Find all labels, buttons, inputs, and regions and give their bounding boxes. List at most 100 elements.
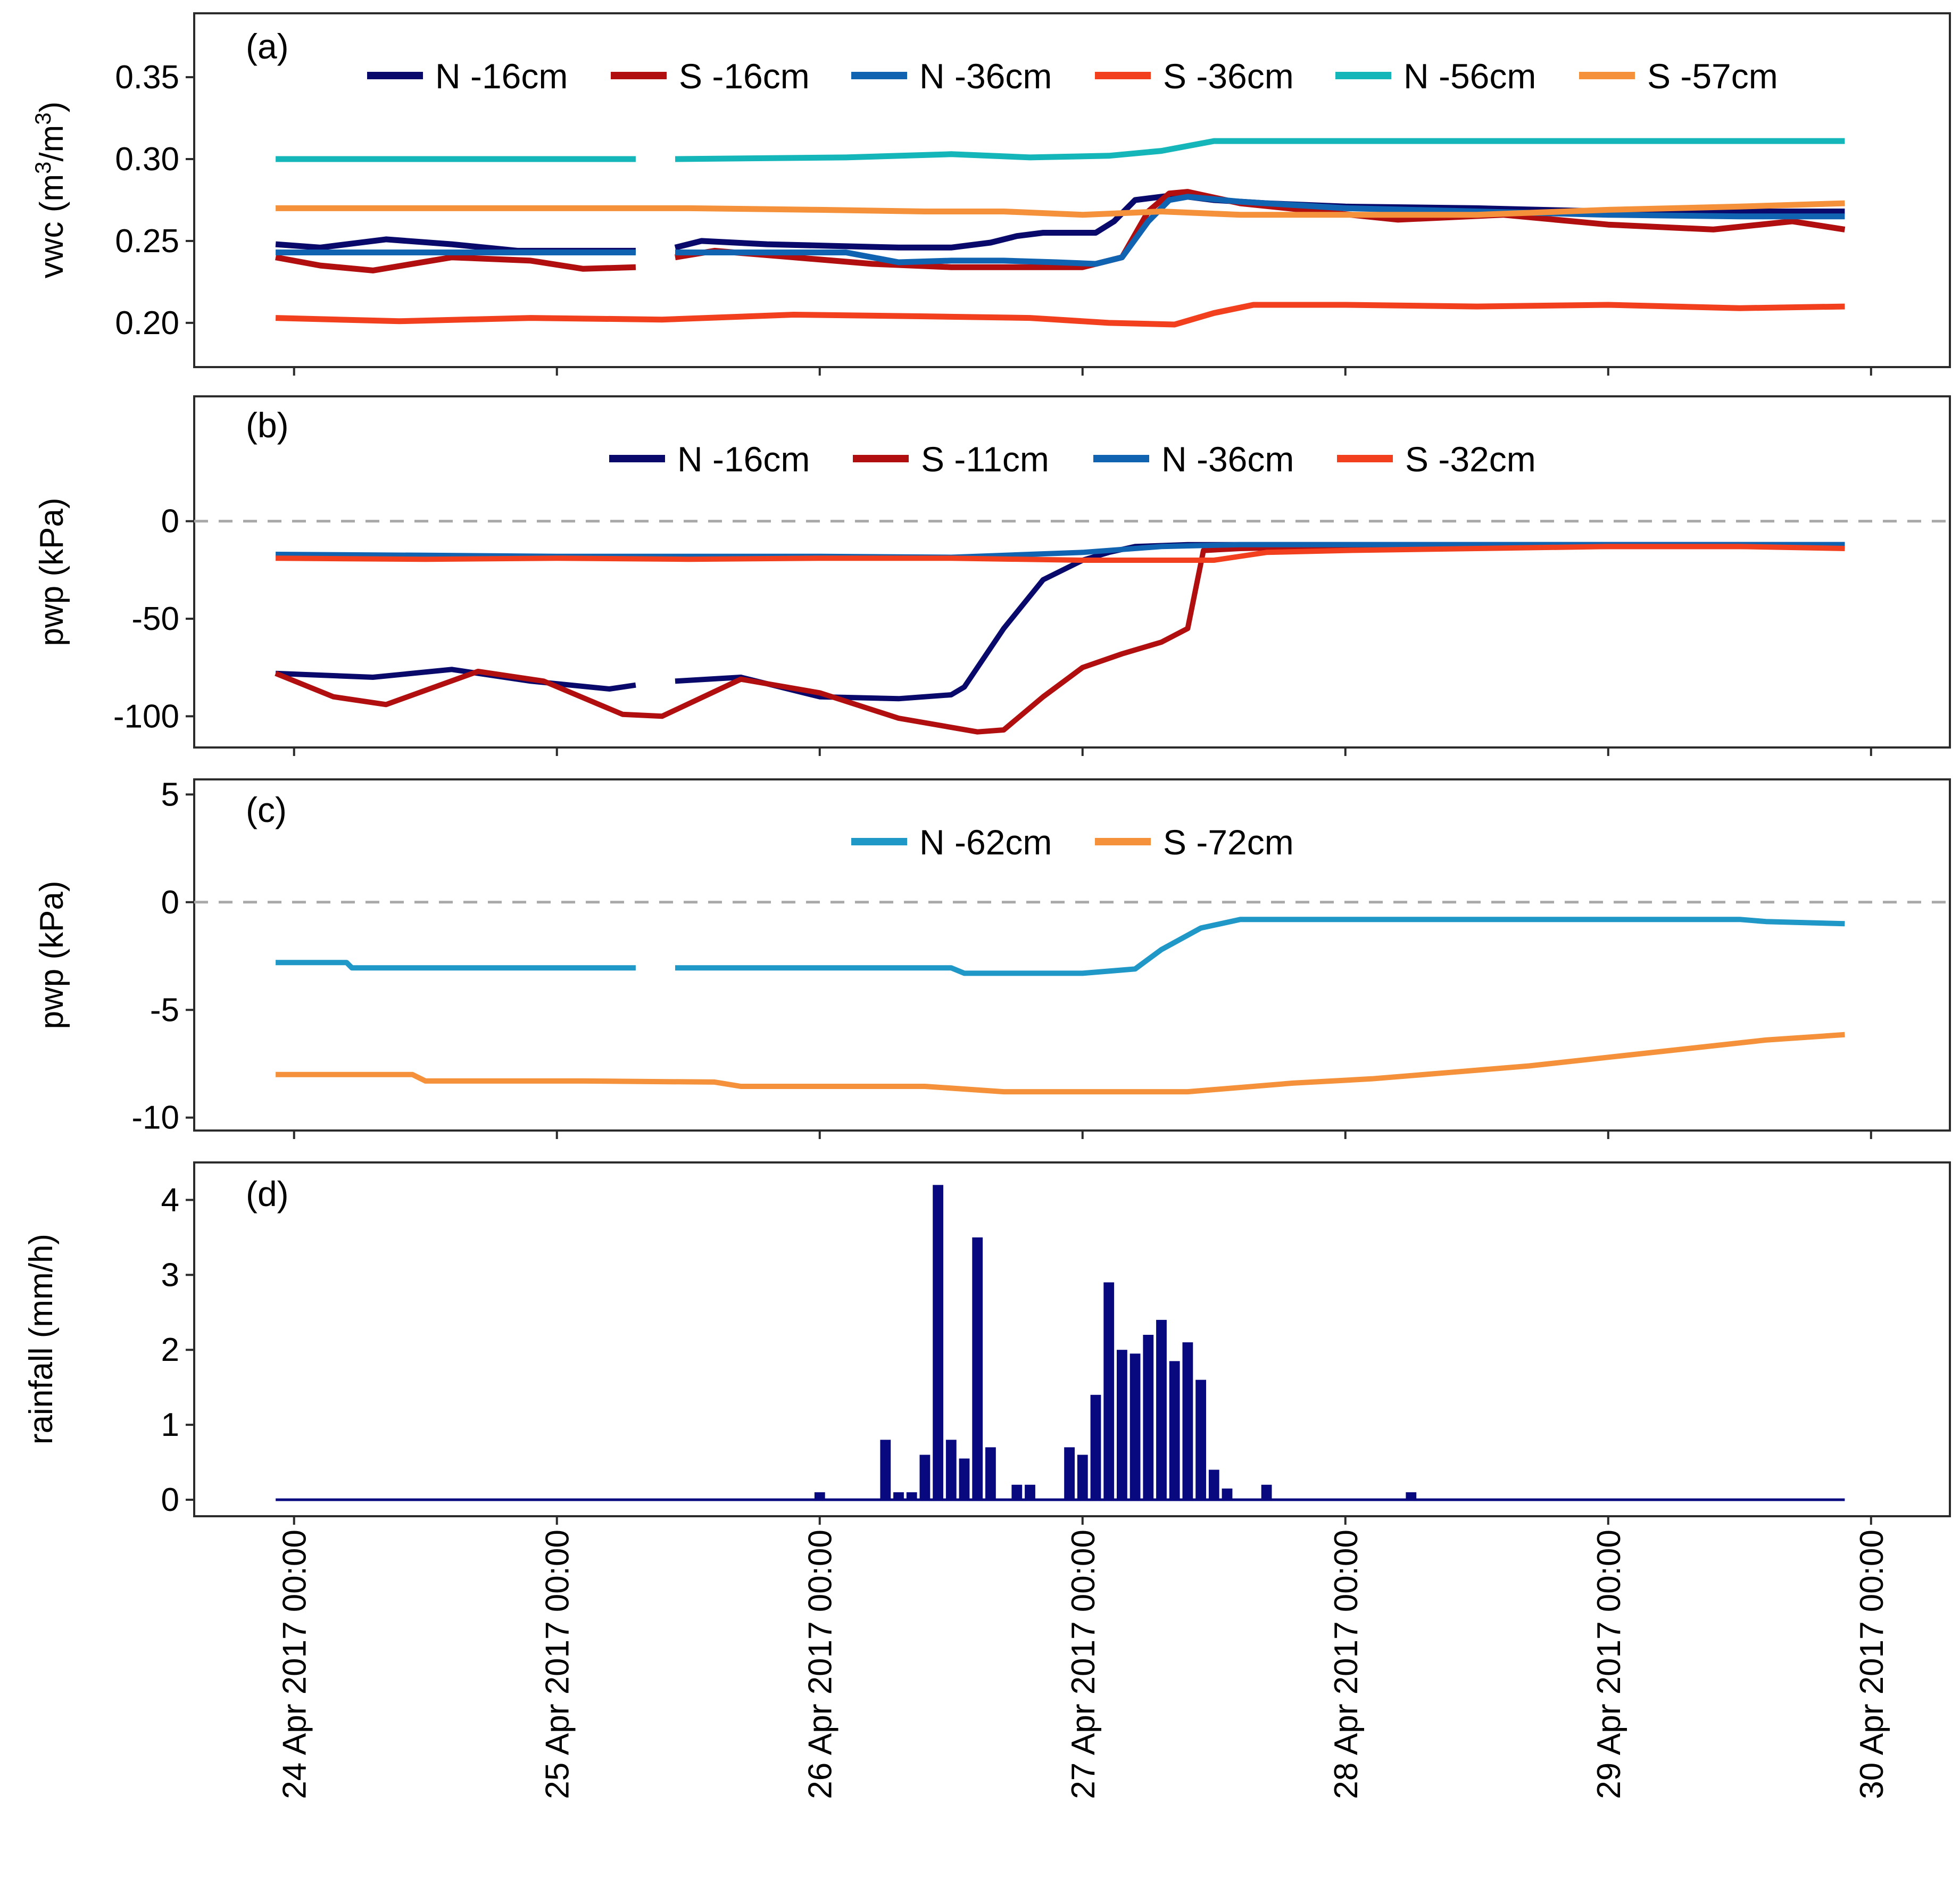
x-tick-label-2: 26 Apr 2017 00:00 — [802, 1530, 839, 1799]
panel-b: -100 -50 0 (b) pwp (kPa) N -16cm S -11cm N… — [34, 395, 1951, 756]
legend-b-label-2: N -36cm — [1161, 439, 1294, 479]
panel-a-y-ticks: 0.20 0.25 0.30 0.35 — [115, 59, 194, 342]
legend-a-label-1: S -16cm — [679, 56, 810, 96]
panel-c: -10 -5 0 5 (c) pwp (kPa) N -62cm S -72cm — [34, 776, 1951, 1139]
panel-b-y-ticks: -100 -50 0 — [113, 503, 194, 735]
legend-a-label-4: N -56cm — [1403, 56, 1536, 96]
panel-b-x-ticks — [293, 747, 1872, 756]
y-tick-label-a-0: 0.20 — [115, 305, 179, 342]
y-axis-title-c: pwp (kPa) — [34, 880, 70, 1029]
rainfall-bar-7 — [959, 1458, 970, 1500]
rainfall-bar-20 — [1143, 1335, 1154, 1500]
panel-a: 0.20 0.25 0.30 0.35 (a) vwc (m3/m3) N -16cm… — [30, 12, 1951, 376]
panel-d-x-ticks — [293, 1516, 1872, 1525]
y-axis-title-a-end: ) — [34, 102, 70, 113]
legend-c-label-1: S -72cm — [1163, 822, 1294, 862]
y-tick-label-a-1: 0.25 — [115, 223, 179, 260]
y-tick-label-d-3: 3 — [161, 1257, 179, 1293]
rainfall-bar-18 — [1117, 1350, 1127, 1500]
panel-tag-c: (c) — [246, 790, 287, 829]
panel-a-series — [275, 138, 1846, 328]
panel-d-bars — [276, 1185, 1845, 1501]
panel-b-series — [275, 542, 1845, 735]
y-tick-label-d-4: 4 — [161, 1182, 179, 1218]
legend-c: N -62cm S -72cm — [851, 822, 1294, 862]
y-tick-label-c-1: -5 — [150, 992, 179, 1028]
legend-a-label-3: S -36cm — [1163, 56, 1294, 96]
x-tick-label-4: 28 Apr 2017 00:00 — [1328, 1530, 1365, 1799]
rainfall-bar-5 — [933, 1185, 943, 1500]
panel-c-series — [276, 917, 1845, 1095]
y-tick-label-a-3: 0.35 — [115, 59, 179, 96]
legend-b: N -16cm S -11cm N -36cm S -32cm — [609, 439, 1536, 479]
x-tick-label-5: 29 Apr 2017 00:00 — [1591, 1530, 1627, 1799]
x-tick-label-1: 25 Apr 2017 00:00 — [539, 1530, 576, 1799]
series-line-a-1 — [275, 189, 1846, 273]
rainfall-bar-16 — [1090, 1394, 1101, 1500]
y-axis-title-b: pwp (kPa) — [34, 497, 70, 646]
series-line-c-0 — [276, 917, 1845, 976]
panel-d-frame — [193, 1161, 1951, 1517]
rainfall-bar-6 — [945, 1440, 957, 1500]
series-line-b-3 — [276, 544, 1845, 563]
rainfall-bar-12 — [1025, 1484, 1035, 1500]
rainfall-bar-28 — [1261, 1484, 1272, 1500]
legend-a: N -16cm S -16cm N -36cm S -36cm N -56cm … — [367, 56, 1778, 96]
y-axis-title-d: rainfall (mm/h) — [23, 1234, 60, 1444]
legend-a-label-5: S -57cm — [1647, 56, 1778, 96]
y-tick-label-b-2: 0 — [161, 503, 179, 540]
y-tick-label-d-0: 0 — [161, 1482, 179, 1518]
rainfall-bar-21 — [1156, 1319, 1167, 1500]
rainfall-bar-19 — [1130, 1353, 1141, 1500]
legend-a-label-2: N -36cm — [919, 56, 1052, 96]
rainfall-bar-0 — [814, 1492, 825, 1500]
legend-c-label-0: N -62cm — [919, 822, 1052, 862]
panel-tag-a: (a) — [246, 27, 289, 66]
rainfall-bar-24 — [1195, 1380, 1206, 1500]
y-axis-title-a: vwc (m3/m3) — [30, 102, 71, 279]
legend-b-label-3: S -32cm — [1405, 439, 1536, 479]
rainfall-bar-15 — [1077, 1455, 1088, 1500]
rainfall-bar-8 — [972, 1237, 983, 1500]
y-tick-label-c-0: -10 — [131, 1100, 179, 1136]
rainfall-bar-26 — [1222, 1488, 1233, 1500]
series-line-a-4 — [276, 138, 1845, 162]
legend-a-label-0: N -16cm — [435, 56, 568, 96]
rainfall-bar-29 — [1406, 1492, 1417, 1500]
rainfall-bar-17 — [1103, 1282, 1115, 1500]
y-tick-label-c-2: 0 — [161, 884, 179, 921]
rainfall-bar-3 — [906, 1492, 917, 1500]
panel-c-x-ticks — [293, 1131, 1872, 1139]
series-line-a-3 — [275, 302, 1845, 328]
rainfall-bar-11 — [1011, 1484, 1023, 1500]
x-tick-label-6: 30 Apr 2017 00:00 — [1854, 1530, 1890, 1799]
panel-c-frame — [193, 778, 1951, 1132]
rainfall-bar-14 — [1064, 1447, 1075, 1500]
panel-c-y-ticks: -10 -5 0 5 — [131, 776, 194, 1136]
y-axis-title-a-sup2: 3 — [30, 112, 55, 124]
y-axis-title-a-sup1: 3 — [30, 162, 55, 174]
rainfall-bar-22 — [1169, 1361, 1180, 1500]
panel-a-x-ticks — [293, 367, 1872, 376]
y-tick-label-c-3: 5 — [161, 776, 179, 813]
panel-d: 0 1 2 3 4 (d) rainfall (mm/h) — [23, 1161, 1951, 1525]
y-tick-label-b-0: -100 — [113, 698, 179, 735]
x-tick-label-3: 27 Apr 2017 00:00 — [1065, 1530, 1102, 1799]
panel-b-frame — [193, 395, 1951, 749]
legend-b-label-0: N -16cm — [677, 439, 810, 479]
panel-a-frame — [193, 12, 1951, 368]
x-tick-label-0: 24 Apr 2017 00:00 — [277, 1530, 313, 1799]
rainfall-bar-23 — [1182, 1342, 1193, 1500]
rainfall-bar-4 — [919, 1455, 931, 1500]
panel-tag-d: (d) — [246, 1174, 289, 1214]
y-tick-label-d-2: 2 — [161, 1332, 179, 1368]
rainfall-bar-1 — [880, 1440, 891, 1500]
y-axis-title-a-main: vwc (m — [34, 174, 70, 278]
y-tick-label-d-1: 1 — [161, 1407, 179, 1443]
rainfall-bar-25 — [1208, 1469, 1219, 1500]
panel-tag-b: (b) — [246, 405, 289, 445]
rainfall-bar-9 — [985, 1447, 996, 1500]
y-tick-label-a-2: 0.30 — [115, 141, 179, 178]
